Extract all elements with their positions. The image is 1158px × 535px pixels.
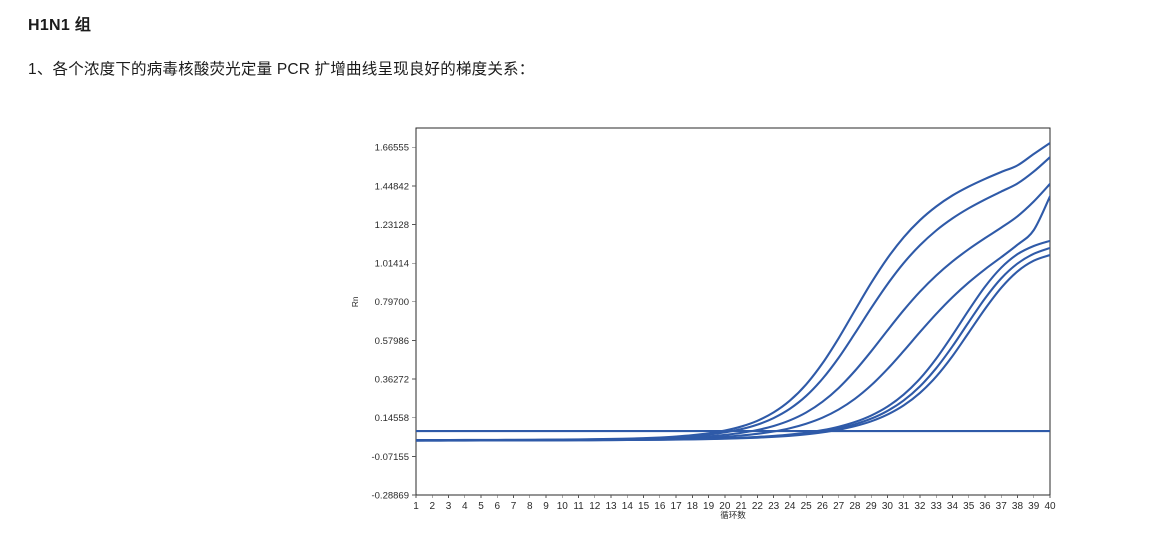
x-tick-label: 35 — [963, 501, 975, 512]
x-tick-label: 21 — [736, 501, 748, 512]
x-tick-label: 6 — [495, 501, 501, 512]
x-tick-label: 25 — [801, 501, 813, 512]
curve-series-6 — [416, 254, 1050, 442]
y-tick-label: 0.57986 — [375, 336, 409, 347]
x-tick-label: 26 — [817, 501, 829, 512]
y-tick-label: -0.07155 — [371, 452, 409, 463]
y-tick-label: 1.01414 — [375, 259, 409, 270]
x-tick-label: 40 — [1044, 501, 1056, 512]
x-tick-label: 36 — [979, 501, 991, 512]
x-tick-label: 30 — [882, 501, 894, 512]
x-tick-label: 33 — [931, 501, 943, 512]
x-tick-label: 34 — [947, 501, 959, 512]
x-tick-label: 38 — [1012, 501, 1024, 512]
x-tick-label: 15 — [638, 501, 650, 512]
y-tick-label: 1.66555 — [375, 143, 409, 154]
x-tick-label: 20 — [719, 501, 731, 512]
x-tick-label: 24 — [784, 501, 796, 512]
x-tick-label: 27 — [833, 501, 845, 512]
x-axis-tick-labels: 1 2 3 4 5 6 7 8 9 10 11 12 13 14 15 16 17 18 19 20 21 22 23 24 2… — [413, 501, 1056, 512]
x-tick-label: 1 — [413, 501, 419, 512]
x-tick-label: 11 — [573, 501, 584, 512]
y-tick-label: 0.14558 — [375, 413, 409, 424]
y-tick-label: 1.23128 — [375, 220, 409, 231]
pcr-amplification-chart: 1.66555 1.44842 1.23128 1.01414 0.79700 0.579… — [330, 118, 1090, 528]
x-tick-label: 39 — [1028, 501, 1040, 512]
x-tick-label: 19 — [703, 501, 715, 512]
paragraph-text: 1、各个浓度下的病毒核酸荧光定量 PCR 扩增曲线呈现良好的梯度关系： — [28, 61, 535, 78]
x-tick-label: 10 — [557, 501, 569, 512]
x-tick-label: 2 — [429, 501, 435, 512]
x-tick-label: 18 — [687, 501, 699, 512]
y-axis-tick-labels: 1.66555 1.44842 1.23128 1.01414 0.79700 0.579… — [371, 143, 409, 502]
x-tick-label: 9 — [543, 501, 549, 512]
y-tick-label: 0.36272 — [375, 375, 409, 386]
x-tick-label: 29 — [866, 501, 878, 512]
curve-layer — [416, 141, 1050, 442]
x-tick-label: 7 — [511, 501, 517, 512]
x-tick-label: 8 — [527, 501, 533, 512]
y-axis-title: Rn — [350, 296, 360, 307]
x-tick-label: 12 — [589, 501, 601, 512]
x-tick-label: 28 — [849, 501, 861, 512]
x-tick-label: 22 — [752, 501, 764, 512]
x-tick-label: 37 — [996, 501, 1008, 512]
y-tick-label: -0.28869 — [371, 490, 409, 501]
x-tick-label: 31 — [898, 501, 910, 512]
x-tick-label: 4 — [462, 501, 468, 512]
x-tick-label: 13 — [606, 501, 618, 512]
x-tick-label: 14 — [622, 501, 634, 512]
x-axis-title: 循环数 — [720, 510, 746, 520]
x-tick-label: 3 — [446, 501, 452, 512]
x-tick-label: 5 — [478, 501, 484, 512]
axis-ticks — [412, 146, 1051, 498]
y-tick-label: 0.79700 — [375, 297, 409, 308]
page-title: H1N1 组 — [28, 17, 92, 34]
chart-svg: 1.66555 1.44842 1.23128 1.01414 0.79700 0.579… — [350, 127, 1056, 520]
x-tick-label: 16 — [654, 501, 666, 512]
x-tick-label: 17 — [671, 501, 683, 512]
x-tick-label: 32 — [914, 501, 926, 512]
x-tick-label: 23 — [768, 501, 780, 512]
y-tick-label: 1.44842 — [375, 181, 409, 192]
